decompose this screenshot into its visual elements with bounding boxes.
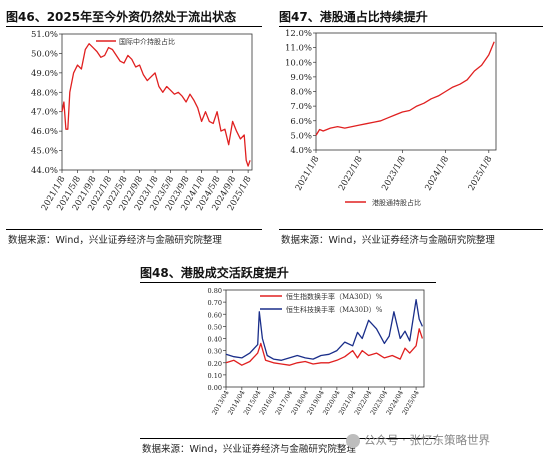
y-tick-label: 47.0% — [31, 108, 58, 118]
y-tick-label: 0.80 — [208, 287, 222, 295]
y-tick-label: 5.0% — [290, 131, 312, 141]
fig46-title: 图46、2025年至今外资仍然处于流出状态 — [6, 10, 237, 24]
wechat-icon — [346, 433, 360, 448]
y-tick-label: 4.0% — [290, 146, 312, 156]
y-axis-ticks: 44.0% 45.0% 46.0% 47.0% 48.0% 49.0% 50.0% 51.0% — [31, 30, 62, 176]
y-tick-label: 48.0% — [31, 88, 58, 98]
y-tick-label: 10.0% — [285, 58, 312, 68]
y-tick-label: 6.0% — [290, 117, 312, 127]
chart-southbound-holding: 4.0%5.0%6.0%7.0%8.0%9.0%10.0%11.0%12.0% … — [285, 29, 497, 207]
x-tick-label: 2025/1/8 — [467, 155, 495, 193]
y-tick-label: 46.0% — [31, 127, 58, 137]
y-tick-label: 7.0% — [290, 102, 312, 112]
y-tick-label: 45.0% — [31, 147, 58, 157]
fig47-title: 图47、港股通占比持续提升 — [279, 10, 428, 24]
legend-label: 国际中介持股占比 — [119, 37, 175, 46]
y-tick-label: 0.60 — [208, 311, 222, 319]
legend-label: 恒生科技换手率（MA30D）% — [286, 305, 383, 314]
y-tick-label: 0.20 — [208, 360, 222, 368]
x-axis-ticks: 2021/1/8 2022/1/8 2023/1/8 2024/1/8 2025/1/8 — [294, 150, 495, 193]
watermark-text: 公众号 · 张忆东策略世界 — [364, 433, 490, 447]
series-lines — [61, 43, 251, 167]
chart-legend: 恒生指数换手率（MA30D）% 恒生科技换手率（MA30D）% — [260, 292, 383, 314]
chart-plot-frame — [315, 32, 497, 151]
y-tick-label: 0.10 — [208, 372, 222, 380]
fig46-source: 数据来源：Wind，兴业证券经济与金融研究院整理 — [8, 235, 222, 246]
watermark: 公众号 · 张忆东策略世界 — [346, 432, 490, 448]
series-lines — [225, 299, 424, 366]
y-tick-label: 0.70 — [208, 299, 222, 307]
fig48-title-rule — [140, 282, 436, 283]
x-axis-ticks: 2013/042014/042015/042016/042017/042018/… — [210, 387, 421, 416]
y-axis-ticks: 4.0% 5.0% 6.0% 7.0% 8.0% 9.0% 10.0% 11.0% 12.0% — [285, 29, 316, 156]
y-tick-label: 0.50 — [208, 323, 222, 331]
chart-turnover: 0.00 0.10 0.20 0.30 0.40 0.50 0.60 0.70 0.80 201… — [208, 287, 425, 416]
y-tick-label: 50.0% — [31, 49, 58, 59]
fig48-source-rule — [140, 438, 436, 439]
chart-legend: 国际中介持股占比 — [96, 37, 175, 46]
y-tick-label: 0.00 — [208, 384, 222, 392]
fig48-source: 数据来源：Wind，兴业证券经济与金融研究院整理 — [142, 444, 356, 455]
fig47-source-rule — [279, 229, 543, 230]
fig47-source: 数据来源：Wind，兴业证券经济与金融研究院整理 — [281, 235, 495, 246]
legend-label: 恒生指数换手率（MA30D）% — [286, 292, 383, 301]
x-tick-label: 2021/1/8 — [294, 155, 322, 193]
series-line — [225, 299, 423, 361]
y-tick-label: 0.30 — [208, 348, 222, 356]
fig46-title-rule — [6, 26, 262, 27]
x-tick-label: 2022/1/8 — [337, 155, 365, 193]
fig48-title: 图48、港股成交活跃度提升 — [140, 266, 289, 280]
y-tick-label: 8.0% — [290, 88, 312, 98]
y-tick-label: 9.0% — [290, 73, 312, 83]
series-lines — [315, 41, 495, 136]
legend-label: 港股通持股占比 — [372, 198, 421, 207]
series-line — [61, 43, 251, 167]
series-line — [225, 328, 424, 366]
y-tick-label: 51.0% — [31, 30, 58, 40]
fig46-source-rule — [6, 229, 262, 230]
y-tick-label: 0.40 — [208, 336, 222, 344]
y-tick-label: 12.0% — [285, 29, 312, 39]
chart-foreign-holding: 44.0% 45.0% 46.0% 47.0% 48.0% 49.0% 50.0% 51.0%… — [31, 30, 254, 213]
y-tick-label: 44.0% — [31, 166, 58, 176]
y-tick-label: 49.0% — [31, 69, 58, 79]
x-tick-label: 2024/1/8 — [423, 155, 451, 193]
fig47-title-rule — [279, 26, 543, 27]
x-tick-label: 2023/1/8 — [380, 155, 408, 193]
x-axis-ticks: 2021/1/82021/5/82021/9/82022/1/82022/5/8… — [40, 170, 254, 213]
chart-legend: 港股通持股占比 — [345, 198, 421, 207]
series-line — [315, 41, 495, 136]
chart-plot-frame — [61, 33, 253, 171]
chart-plot-frame — [225, 289, 425, 388]
y-axis-ticks: 0.00 0.10 0.20 0.30 0.40 0.50 0.60 0.70 0.80 — [208, 287, 226, 392]
y-tick-label: 11.0% — [285, 44, 312, 54]
